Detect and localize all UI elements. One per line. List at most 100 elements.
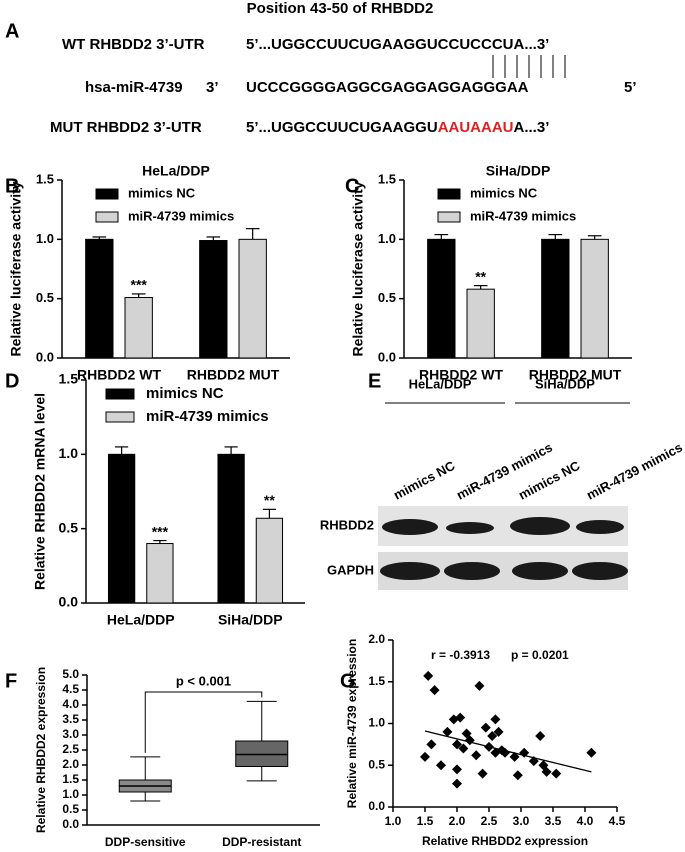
y-axis-label: Relative luciferase activity — [8, 181, 24, 356]
x-tick-label: 3.0 — [513, 814, 530, 828]
sequence: 5’...UGGCCUUCUGAAGGUCCUCCCUA...3’ — [246, 36, 549, 53]
y-tick-label: 0.5 — [36, 290, 54, 305]
point — [487, 731, 498, 742]
bar — [466, 288, 495, 359]
sequence: UCCCGGGGAGGCGAGGAGGAGGGAA — [246, 79, 529, 96]
y-tick-label: 2.0 — [62, 757, 79, 771]
x-tick-label: HeLa/DDP — [107, 612, 175, 628]
bar — [85, 238, 114, 359]
annotation: p < 0.001 — [176, 673, 231, 688]
y-tick-label: 1.5 — [378, 171, 396, 186]
y-axis-label: Relative RHBDD2 expression — [34, 667, 48, 833]
row-label: GAPDH — [327, 562, 374, 577]
y-tick-label: 0.0 — [378, 349, 396, 364]
point — [471, 750, 482, 761]
sequence-part: 5’...UGGCCUUCUGAAGGU — [246, 119, 438, 136]
y-tick-label: 0.0 — [368, 799, 385, 813]
panel-label: F — [5, 670, 17, 692]
panel-label: C — [345, 175, 359, 197]
panel-label: D — [5, 370, 19, 392]
y-tick-label: 5.0 — [62, 667, 79, 681]
value-label: ** — [475, 268, 486, 284]
point — [477, 768, 488, 779]
sequence: 5’...UGGCCUUCUGAAGGUAAUAAAUA...3’ — [246, 119, 549, 136]
x-tick-label: DDP-resistant — [222, 835, 301, 849]
point — [541, 766, 552, 777]
x-tick-label: RHBDD2 MUT — [529, 367, 622, 383]
bar — [199, 240, 228, 359]
point — [474, 680, 485, 691]
panel-title: Position 43-50 of RHBDD2 — [247, 0, 434, 17]
y-axis-label: Relative RHBDD2 mRNA level — [32, 393, 48, 590]
bar — [146, 543, 174, 604]
x-tick-label: SiHa/DDP — [218, 612, 283, 628]
x-tick-label: RHBDD2 MUT — [187, 367, 280, 383]
bar — [541, 238, 570, 359]
point — [509, 751, 520, 762]
x-axis-label: Relative RHBDD2 expression — [422, 834, 588, 848]
value-label: ** — [264, 492, 275, 508]
y-tick-label: 1.5 — [368, 674, 385, 688]
sequence-end: 5’ — [624, 79, 637, 96]
y-tick-label: 3.5 — [62, 712, 79, 726]
y-tick-label: 0.0 — [59, 594, 79, 610]
lane-label: mimics NC — [391, 458, 458, 503]
point — [423, 670, 434, 681]
sequence-end: 3’ — [206, 79, 219, 96]
legend-swatch — [105, 411, 135, 423]
significance-bracket — [144, 691, 263, 753]
legend-swatch — [437, 188, 461, 200]
point — [420, 751, 430, 762]
y-tick-label: 0.0 — [36, 349, 54, 364]
y-tick-label: 0.0 — [62, 817, 79, 831]
y-tick-label: 1.0 — [368, 716, 385, 730]
legend-swatch — [95, 188, 119, 200]
y-tick-label: 3.0 — [62, 727, 79, 741]
bands — [380, 517, 628, 580]
y-tick-label: 1.0 — [62, 787, 79, 801]
pairing-lines — [492, 55, 566, 78]
mutated-part: AAUAAAU — [438, 119, 514, 136]
x-tick-label: RHBDD2 WT — [419, 367, 503, 383]
fit-line — [424, 730, 592, 773]
annotation: p = 0.0201 — [511, 648, 569, 662]
y-tick-label: 0.5 — [62, 802, 79, 816]
y-tick-label: 1.0 — [378, 231, 396, 246]
y-tick-label: 0.5 — [368, 757, 385, 771]
legend-label: miR-4739 mimics — [470, 208, 576, 223]
row-label: MUT RHBDD2 3’-UTR — [50, 119, 202, 136]
bar — [124, 296, 153, 359]
bar — [107, 453, 136, 604]
y-tick-label: 4.0 — [62, 697, 79, 711]
row-label: hsa-miR-4739 — [85, 79, 183, 96]
point — [512, 770, 523, 781]
bar — [217, 453, 245, 604]
point — [551, 768, 562, 779]
group-label: HeLa/DDP — [409, 376, 472, 391]
point — [442, 726, 453, 737]
point — [480, 722, 491, 733]
y-tick-label: 2.5 — [62, 742, 79, 756]
group-label: SiHa/DDP — [535, 376, 595, 391]
point — [452, 764, 462, 775]
y-axis-label: Relative luciferase activity — [350, 181, 366, 356]
panel-label: G — [340, 670, 356, 692]
value-label: *** — [152, 523, 169, 539]
legend-swatch — [105, 388, 135, 400]
x-tick-label: 4.5 — [609, 814, 626, 828]
legend-label: mimics NC — [146, 385, 224, 402]
point — [426, 739, 437, 750]
y-tick-label: 1.0 — [36, 231, 54, 246]
panel-label: B — [5, 175, 19, 197]
x-tick-label: DDP-sensitive — [105, 835, 186, 849]
x-tick-label: 3.5 — [545, 814, 562, 828]
point — [455, 712, 466, 723]
chart-title: SiHa/DDP — [486, 163, 551, 179]
point — [535, 731, 546, 742]
y-tick-label: 1.0 — [59, 445, 79, 461]
point — [452, 778, 462, 789]
bar — [238, 238, 267, 359]
legend-swatch — [95, 211, 119, 223]
x-tick-label: 2.0 — [449, 814, 466, 828]
